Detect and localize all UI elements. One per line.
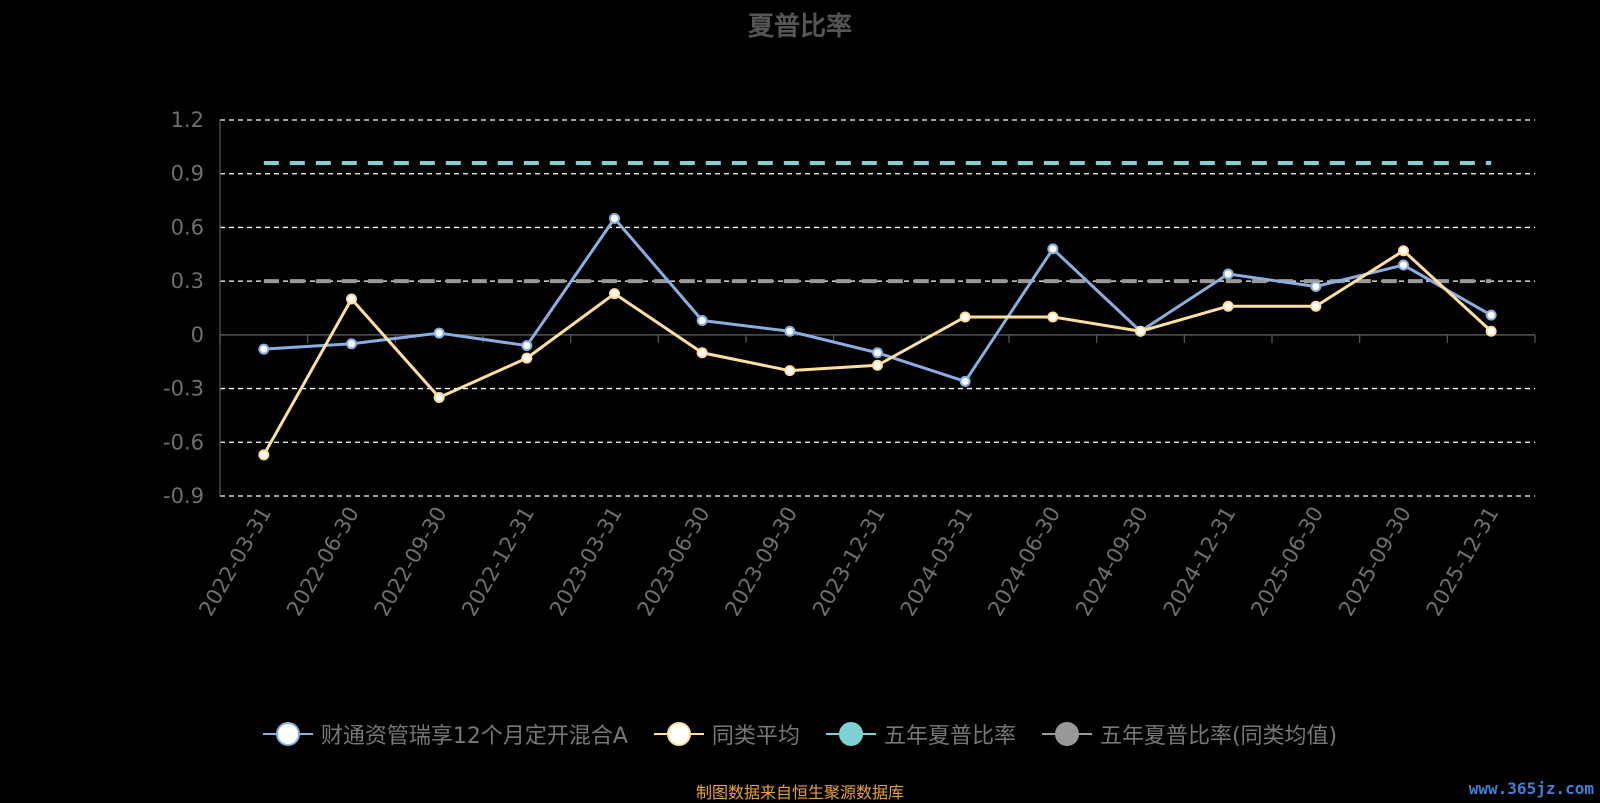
data-point-fund [784, 325, 796, 337]
x-tick-label: 2025-12-31 [1422, 503, 1504, 621]
x-tick-label: 2024-12-31 [1159, 503, 1241, 621]
data-point-peer-average [1135, 325, 1146, 337]
data-point-fund [959, 375, 971, 387]
legend-item-peer-average[interactable]: 同类平均 [653, 718, 800, 750]
data-point-peer-average [1047, 311, 1059, 323]
data-point-fund [1398, 259, 1409, 271]
x-tick-label: 2025-09-30 [1334, 503, 1416, 621]
data-point-fund [1047, 243, 1059, 255]
legend-label-five-year-sharpe: 五年夏普比率 [883, 724, 1016, 749]
legend-item-five-year-sharpe[interactable]: 五年夏普比率 [825, 718, 1016, 750]
data-point-peer-average [258, 449, 270, 461]
x-tick-label: 2022-09-30 [370, 502, 452, 620]
legend-symbol-five-year-sharpe-peer [1041, 721, 1092, 747]
data-source-note: 制图数据来自恒生聚源数据库 [695, 783, 904, 802]
data-point-fund [872, 347, 883, 359]
data-point-fund [1310, 281, 1322, 293]
data-point-peer-average [521, 352, 533, 364]
legend-symbol-peer-average [653, 721, 704, 747]
legend-symbol-five-year-sharpe [825, 721, 876, 747]
data-point-peer-average [784, 365, 796, 377]
x-tick-label: 2023-03-31 [545, 503, 627, 621]
data-point-peer-average [696, 347, 708, 359]
data-point-peer-average [872, 359, 883, 371]
legend-label-peer-average: 同类平均 [711, 724, 800, 749]
data-point-fund [258, 343, 270, 355]
legend-label-fund: 财通资管瑞享12个月定开混合A [320, 724, 628, 749]
x-tick-label: 2023-09-30 [720, 503, 802, 621]
data-point-peer-average [959, 311, 971, 323]
data-point-fund [609, 212, 620, 224]
x-tick-label: 2024-06-30 [983, 503, 1065, 621]
data-point-peer-average [346, 293, 357, 305]
legend-label-five-year-sharpe-peer: 五年夏普比率(同类均值) [1099, 724, 1338, 749]
data-point-fund [346, 338, 357, 350]
data-point-fund [1222, 268, 1234, 280]
x-tick-label: 2023-06-30 [633, 503, 715, 621]
x-tick-label: 2024-03-31 [896, 503, 978, 621]
x-tick-label: 2023-12-31 [808, 503, 890, 621]
x-tick-label: 2025-06-30 [1246, 503, 1328, 621]
y-tick-label: 1.2 [171, 108, 204, 132]
y-tick-label: -0.6 [163, 430, 204, 454]
watermark: www.365jz.com [1468, 779, 1594, 798]
legend-symbol-fund [262, 721, 313, 747]
y-tick-label: -0.3 [163, 377, 204, 401]
data-point-fund [1485, 309, 1497, 321]
y-tick-label: -0.9 [163, 484, 204, 508]
x-tick-label: 2022-03-31 [194, 503, 276, 621]
y-tick-label: 0.9 [171, 162, 204, 186]
data-point-fund [521, 340, 533, 352]
data-point-fund [696, 315, 708, 327]
data-point-peer-average [1485, 325, 1497, 337]
data-point-peer-average [1222, 300, 1234, 312]
x-tick-label: 2024-09-30 [1071, 503, 1153, 621]
chart-legend: 财通资管瑞享12个月定开混合A 同类平均 五年夏普比率 五年夏普比率(同类均值) [0, 718, 1600, 750]
data-point-peer-average [1398, 245, 1409, 257]
data-point-peer-average [1310, 300, 1322, 312]
x-tick-label: 2022-06-30 [282, 503, 364, 621]
y-tick-label: 0.6 [171, 215, 204, 239]
chart-title: 夏普比率 [747, 12, 852, 42]
data-point-peer-average [609, 288, 620, 300]
data-point-fund [433, 327, 445, 339]
y-tick-label: 0 [191, 323, 204, 347]
data-point-peer-average [433, 392, 445, 404]
legend-item-five-year-sharpe-peer[interactable]: 五年夏普比率(同类均值) [1041, 718, 1338, 750]
y-tick-label: 0.3 [171, 269, 204, 293]
x-tick-label: 2022-12-31 [457, 503, 539, 621]
legend-item-fund[interactable]: 财通资管瑞享12个月定开混合A [262, 718, 628, 750]
